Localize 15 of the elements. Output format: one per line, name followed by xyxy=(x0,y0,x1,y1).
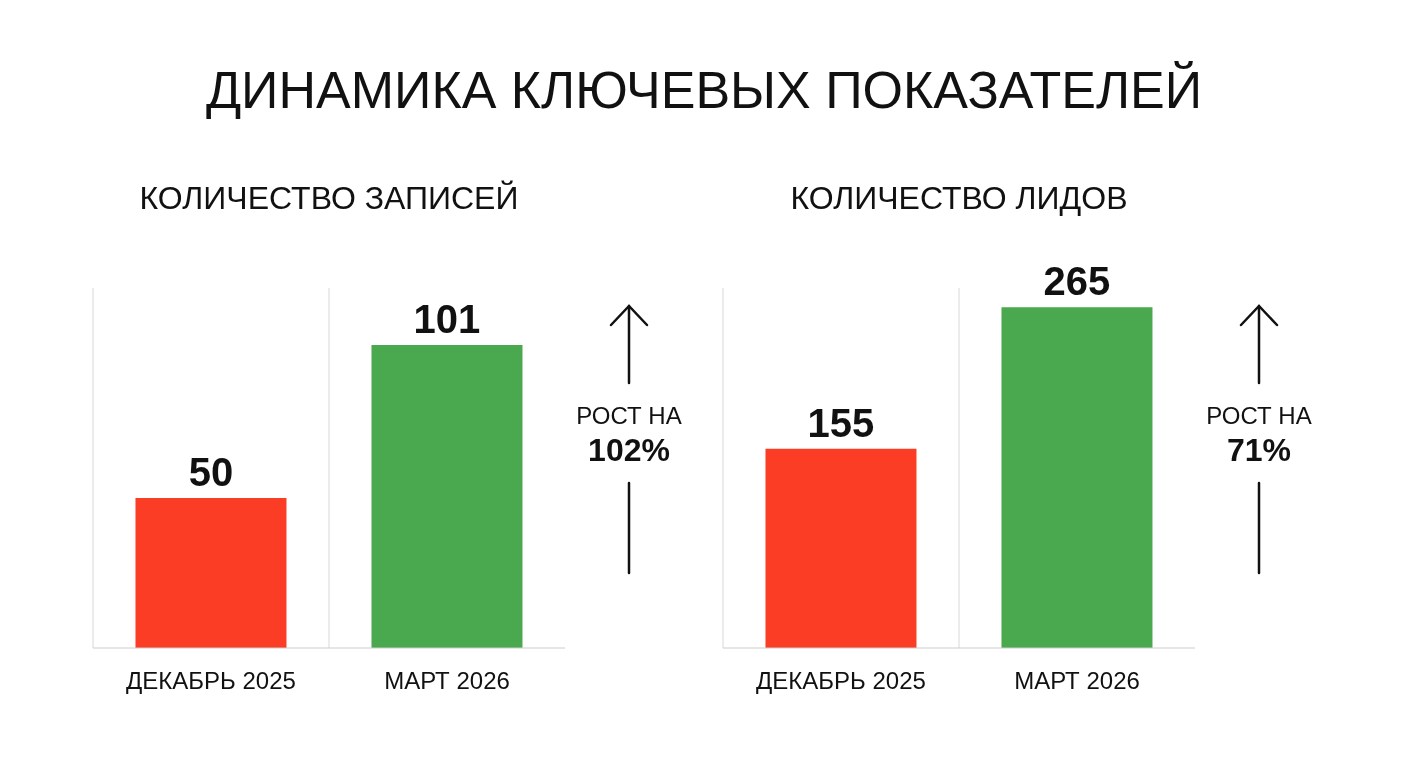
chart-title: КОЛИЧЕСТВО ЗАПИСЕЙ xyxy=(138,179,520,218)
text: ДИНАМИКА КЛЮЧЕВЫХ ПОКАЗАТЕЛЕЙ xyxy=(204,60,1204,121)
data-label: 101 xyxy=(413,297,481,341)
data-label: 265 xyxy=(1043,259,1111,304)
chart-title: КОЛИЧЕСТВО ЛИДОВ xyxy=(789,179,1129,218)
text: РОСТ НА xyxy=(1205,401,1313,431)
x-tick-label: ДЕКАБРЬ 2025 xyxy=(126,667,296,695)
x-tick-label: МАРТ 2026 xyxy=(1014,667,1140,695)
text: 71% xyxy=(1225,432,1292,468)
x-tick-label: ДЕКАБРЬ 2025 xyxy=(756,667,926,695)
text: РОСТ НА xyxy=(575,401,683,431)
data-label: 155 xyxy=(807,400,875,445)
x-tick-label: МАРТ 2026 xyxy=(384,667,510,695)
data-label: 50 xyxy=(188,450,234,494)
text: 102% xyxy=(587,432,671,468)
